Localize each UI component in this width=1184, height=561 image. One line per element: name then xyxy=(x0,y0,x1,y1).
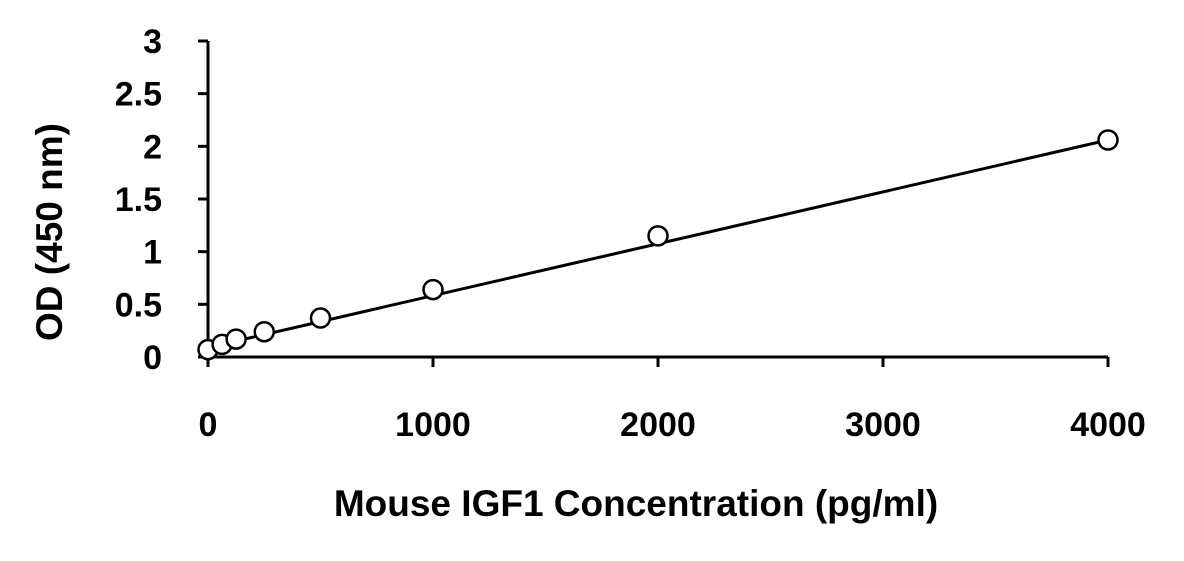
y-axis: 0 0.5 1 1.5 2 2.5 3 xyxy=(115,23,210,377)
y-tick-label: 1.5 xyxy=(115,181,162,219)
x-tick-label: 3000 xyxy=(845,406,921,444)
data-point xyxy=(647,225,669,247)
data-point xyxy=(309,307,332,329)
y-tick-label: 1 xyxy=(143,234,162,272)
data-points-layer xyxy=(197,129,1119,361)
x-axis-title: Mouse IGF1 Concentration (pg/ml) xyxy=(334,483,938,524)
y-tick-label: 3 xyxy=(143,23,162,61)
y-tick-label: 2.5 xyxy=(115,76,162,114)
x-tick-label: 0 xyxy=(199,406,218,444)
x-tick-label: 4000 xyxy=(1070,406,1146,444)
x-axis: 0 1000 2000 3000 4000 xyxy=(199,355,1146,444)
x-tick-label: 1000 xyxy=(395,406,471,444)
x-tick-label: 2000 xyxy=(620,406,696,444)
data-point xyxy=(253,320,275,343)
data-point xyxy=(1097,129,1119,151)
data-point xyxy=(422,278,444,301)
y-axis-title: OD (450 nm) xyxy=(29,123,70,341)
y-tick-label: 2 xyxy=(143,128,162,166)
y-tick-label: 0.5 xyxy=(115,286,162,324)
y-tick-label: 0 xyxy=(143,339,162,377)
data-point xyxy=(225,328,247,350)
